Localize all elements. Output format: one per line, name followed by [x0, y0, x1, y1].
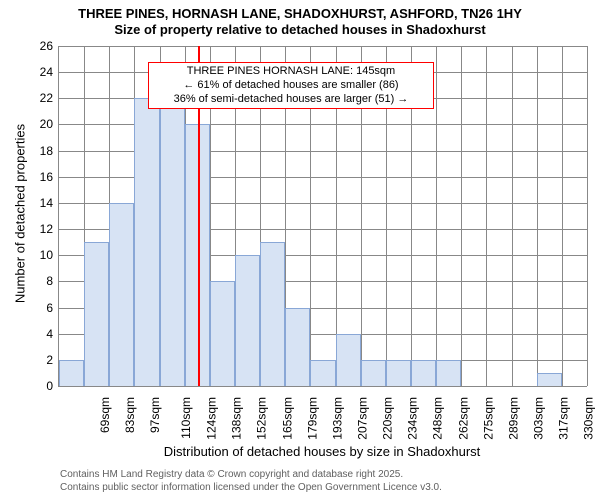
y-tick-label: 26	[40, 39, 53, 53]
histogram-bar	[109, 203, 134, 386]
y-tick-label: 24	[40, 65, 53, 79]
histogram-bar	[59, 360, 84, 386]
x-tick-label: 262sqm	[456, 397, 470, 440]
attribution-line-2: Contains public sector information licen…	[60, 482, 442, 495]
annotation-line: ← 61% of detached houses are smaller (86…	[153, 79, 429, 93]
histogram-bar	[235, 255, 260, 386]
grid-line-v	[512, 46, 513, 386]
annotation-box: THREE PINES HORNASH LANE: 145sqm← 61% of…	[148, 62, 434, 109]
y-tick-label: 0	[46, 379, 53, 393]
grid-line-h	[59, 46, 587, 47]
x-tick-label: 83sqm	[123, 397, 137, 433]
y-tick-label: 2	[46, 353, 53, 367]
histogram-bar	[411, 360, 436, 386]
x-tick-label: 317sqm	[557, 397, 571, 440]
plot-area: 0246810121416182022242669sqm83sqm97sqm11…	[58, 46, 587, 387]
x-tick-label: 165sqm	[280, 397, 294, 440]
histogram-bar	[436, 360, 461, 386]
y-tick-label: 12	[40, 222, 53, 236]
histogram-bar	[386, 360, 411, 386]
chart-container: THREE PINES, HORNASH LANE, SHADOXHURST, …	[0, 0, 600, 500]
y-tick-label: 6	[46, 301, 53, 315]
x-tick-label: 124sqm	[205, 397, 219, 440]
grid-line-v	[486, 46, 487, 386]
x-tick-label: 220sqm	[381, 397, 395, 440]
title-line-2: Size of property relative to detached ho…	[0, 22, 600, 38]
y-tick-label: 18	[40, 144, 53, 158]
y-tick-label: 20	[40, 117, 53, 131]
x-tick-label: 110sqm	[179, 397, 193, 439]
grid-line-v	[587, 46, 588, 386]
y-tick-label: 22	[40, 91, 53, 105]
attribution-line-1: Contains HM Land Registry data © Crown c…	[60, 469, 442, 482]
x-tick-label: 234sqm	[406, 397, 420, 440]
histogram-bar	[361, 360, 386, 386]
y-tick-label: 8	[46, 274, 53, 288]
title-line-1: THREE PINES, HORNASH LANE, SHADOXHURST, …	[0, 6, 600, 22]
grid-line-h	[59, 386, 587, 387]
grid-line-v	[537, 46, 538, 386]
x-tick-label: 289sqm	[507, 397, 521, 440]
histogram-bar	[160, 98, 185, 386]
histogram-bar	[84, 242, 109, 386]
y-axis-title: Number of detached properties	[13, 114, 28, 314]
x-tick-label: 193sqm	[331, 397, 345, 440]
y-tick-label: 4	[46, 327, 53, 341]
histogram-bar	[260, 242, 285, 386]
x-tick-label: 330sqm	[582, 397, 596, 440]
x-axis-title: Distribution of detached houses by size …	[58, 444, 586, 459]
y-tick-label: 16	[40, 170, 53, 184]
x-tick-label: 248sqm	[431, 397, 445, 440]
histogram-bar	[285, 308, 310, 386]
annotation-line: THREE PINES HORNASH LANE: 145sqm	[153, 65, 429, 79]
grid-line-v	[461, 46, 462, 386]
x-tick-label: 97sqm	[148, 397, 162, 433]
grid-line-v	[436, 46, 437, 386]
annotation-line: 36% of semi-detached houses are larger (…	[153, 93, 429, 107]
x-tick-label: 275sqm	[481, 397, 495, 440]
x-tick-label: 69sqm	[98, 397, 112, 433]
x-tick-label: 207sqm	[356, 397, 370, 440]
chart-title: THREE PINES, HORNASH LANE, SHADOXHURST, …	[0, 0, 600, 37]
histogram-bar	[537, 373, 562, 386]
histogram-bar	[210, 281, 235, 386]
histogram-bar	[310, 360, 335, 386]
attribution-text: Contains HM Land Registry data © Crown c…	[60, 469, 442, 494]
histogram-bar	[134, 98, 159, 386]
x-tick-label: 138sqm	[230, 397, 244, 440]
x-tick-label: 303sqm	[532, 397, 546, 440]
histogram-bar	[336, 334, 361, 386]
grid-line-v	[562, 46, 563, 386]
y-tick-label: 14	[40, 196, 53, 210]
y-tick-label: 10	[40, 248, 53, 262]
x-tick-label: 152sqm	[255, 397, 269, 440]
x-tick-label: 179sqm	[305, 397, 319, 440]
